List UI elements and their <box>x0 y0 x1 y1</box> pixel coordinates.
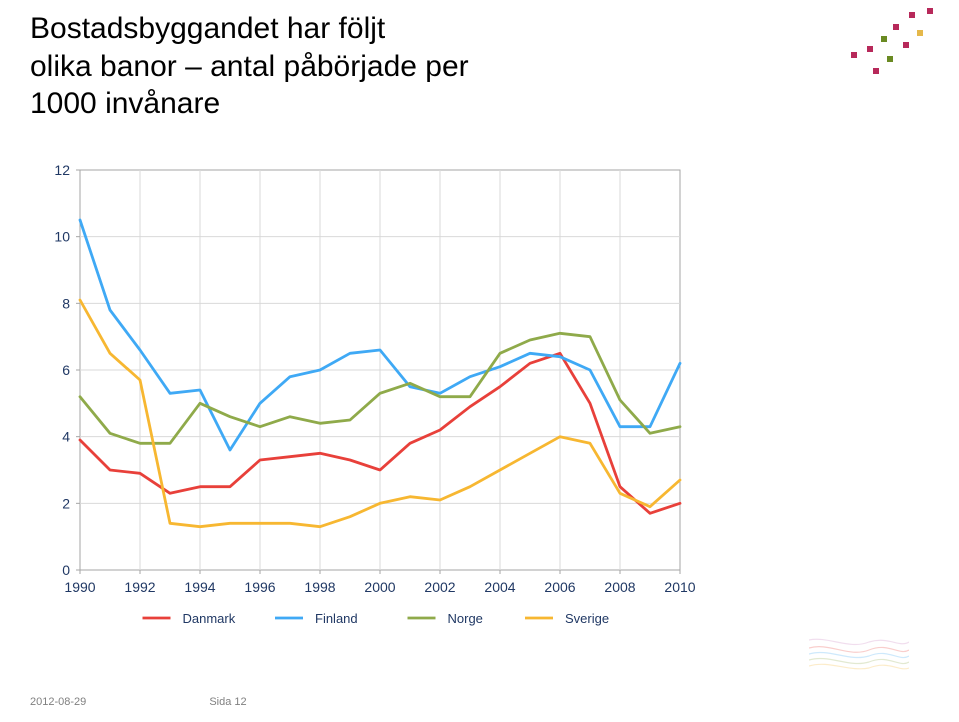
svg-text:6: 6 <box>62 362 70 378</box>
svg-text:1994: 1994 <box>184 579 215 595</box>
svg-text:4: 4 <box>62 429 70 445</box>
footer-date: 2012-08-29 <box>30 696 86 708</box>
svg-text:1998: 1998 <box>304 579 335 595</box>
slide-title: Bostadsbyggandet har följt olika banor –… <box>30 10 469 123</box>
svg-text:Danmark: Danmark <box>183 611 236 626</box>
svg-text:0: 0 <box>62 562 70 578</box>
title-line-1: Bostadsbyggandet har följt <box>30 12 385 45</box>
svg-text:2004: 2004 <box>484 579 515 595</box>
svg-text:Norge: Norge <box>448 611 483 626</box>
svg-text:2008: 2008 <box>604 579 635 595</box>
footer-page: Sida 12 <box>209 696 246 708</box>
svg-text:2000: 2000 <box>364 579 395 595</box>
svg-text:1996: 1996 <box>244 579 275 595</box>
svg-text:1990: 1990 <box>64 579 95 595</box>
svg-text:2006: 2006 <box>544 579 575 595</box>
svg-text:10: 10 <box>54 229 70 245</box>
svg-text:2: 2 <box>62 495 70 511</box>
slide-footer: 2012-08-29 Sida 12 <box>30 696 247 708</box>
slide: Bostadsbyggandet har följt olika banor –… <box>0 0 959 722</box>
mini-chart-decoration <box>809 632 909 672</box>
svg-text:Finland: Finland <box>315 611 358 626</box>
svg-text:1992: 1992 <box>124 579 155 595</box>
title-line-2: olika banor – antal påbörjade per <box>30 50 469 83</box>
corner-logo-dots <box>821 8 941 78</box>
svg-text:2002: 2002 <box>424 579 455 595</box>
svg-text:8: 8 <box>62 295 70 311</box>
svg-text:2010: 2010 <box>664 579 695 595</box>
line-chart: 0 2 4 6 8 10 12 1990 1992 1994 1996 1998 2000 2002 200… <box>30 160 700 640</box>
title-line-3: 1000 invånare <box>30 87 220 120</box>
svg-text:Sverige: Sverige <box>565 611 609 626</box>
svg-text:12: 12 <box>54 162 70 178</box>
